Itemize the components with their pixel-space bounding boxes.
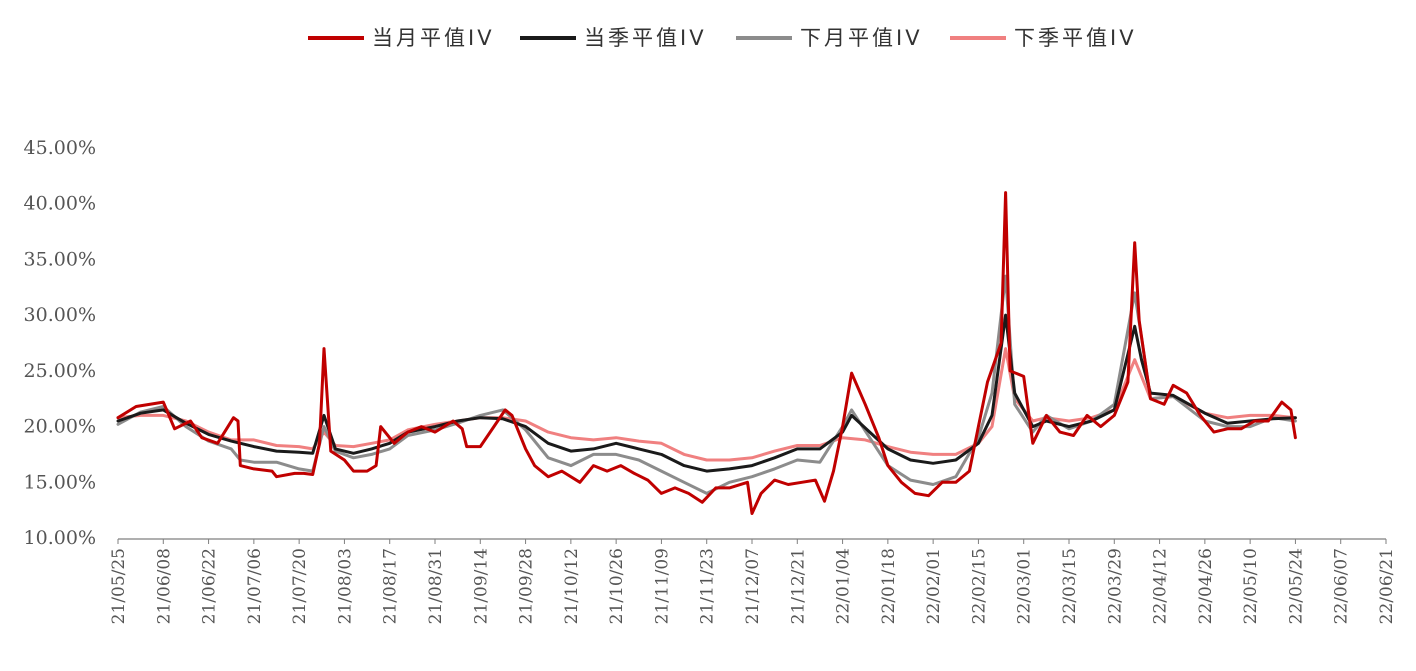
x-tick-label: 21/06/22 [200, 548, 220, 624]
x-tick-label: 22/03/01 [1015, 548, 1035, 624]
x-tick-label: 21/09/28 [517, 548, 537, 624]
x-tick-label: 22/05/10 [1241, 548, 1261, 624]
x-tick-label: 22/01/18 [879, 548, 899, 624]
y-tick-label: 10.00% [24, 527, 96, 549]
x-tick-label: 21/11/23 [698, 548, 718, 624]
x-tick-label: 22/03/29 [1105, 548, 1125, 624]
x-tick-label: 21/07/20 [290, 548, 310, 624]
x-tick-label: 22/06/07 [1332, 548, 1352, 624]
x-tick-label: 21/05/25 [109, 548, 129, 624]
series-layer [116, 191, 1297, 515]
series-line-0 [116, 191, 1297, 515]
x-tick-label: 22/02/01 [924, 548, 944, 624]
x-tick-label: 21/10/12 [562, 548, 582, 624]
x-tick-label: 21/08/31 [426, 548, 446, 624]
legend-label-0: 当月平值IV [372, 26, 495, 50]
y-tick-label: 25.00% [24, 360, 96, 382]
x-tick-label: 21/12/21 [788, 548, 808, 624]
x-tick-label: 22/02/15 [969, 548, 989, 624]
legend-label-2: 下月平值IV [800, 26, 923, 50]
y-tick-label: 35.00% [24, 248, 96, 270]
y-tick-label: 20.00% [24, 416, 96, 438]
x-tick-label: 21/06/08 [154, 548, 174, 624]
x-tick-label: 22/04/12 [1151, 548, 1171, 624]
legend-label-3: 下季平值IV [1014, 26, 1137, 50]
legend: 当月平值IV 当季平值IV 下月平值IV 下季平值IV [308, 26, 1137, 50]
x-tick-label: 22/06/21 [1377, 548, 1397, 624]
y-tick-label: 45.00% [24, 137, 96, 159]
x-tick-label: 22/05/24 [1286, 548, 1306, 624]
x-tick-label: 22/03/15 [1060, 548, 1080, 624]
x-tick-label: 21/08/17 [381, 548, 401, 624]
x-tick-label: 21/12/07 [743, 548, 763, 624]
x-tick-label: 21/07/06 [245, 548, 265, 624]
x-tick-label: 22/01/04 [834, 548, 854, 624]
x-tick-label: 21/08/03 [335, 548, 355, 624]
x-tick-label: 21/10/26 [607, 548, 627, 624]
legend-label-1: 当季平值IV [584, 26, 707, 50]
y-tick-label: 30.00% [24, 304, 96, 326]
y-tick-label: 15.00% [24, 471, 96, 493]
x-tick-label: 22/04/26 [1196, 548, 1216, 624]
x-tick-label: 21/11/09 [652, 548, 672, 624]
y-axis: 10.00% 15.00% 20.00% 25.00% 30.00% 35.00% 40.0… [24, 137, 96, 549]
x-axis: 21/05/25 21/06/08 21/06/22 21/07/06 21/07/20… [109, 538, 1397, 624]
y-tick-label: 40.00% [24, 193, 96, 215]
x-tick-label: 21/09/14 [471, 548, 491, 624]
